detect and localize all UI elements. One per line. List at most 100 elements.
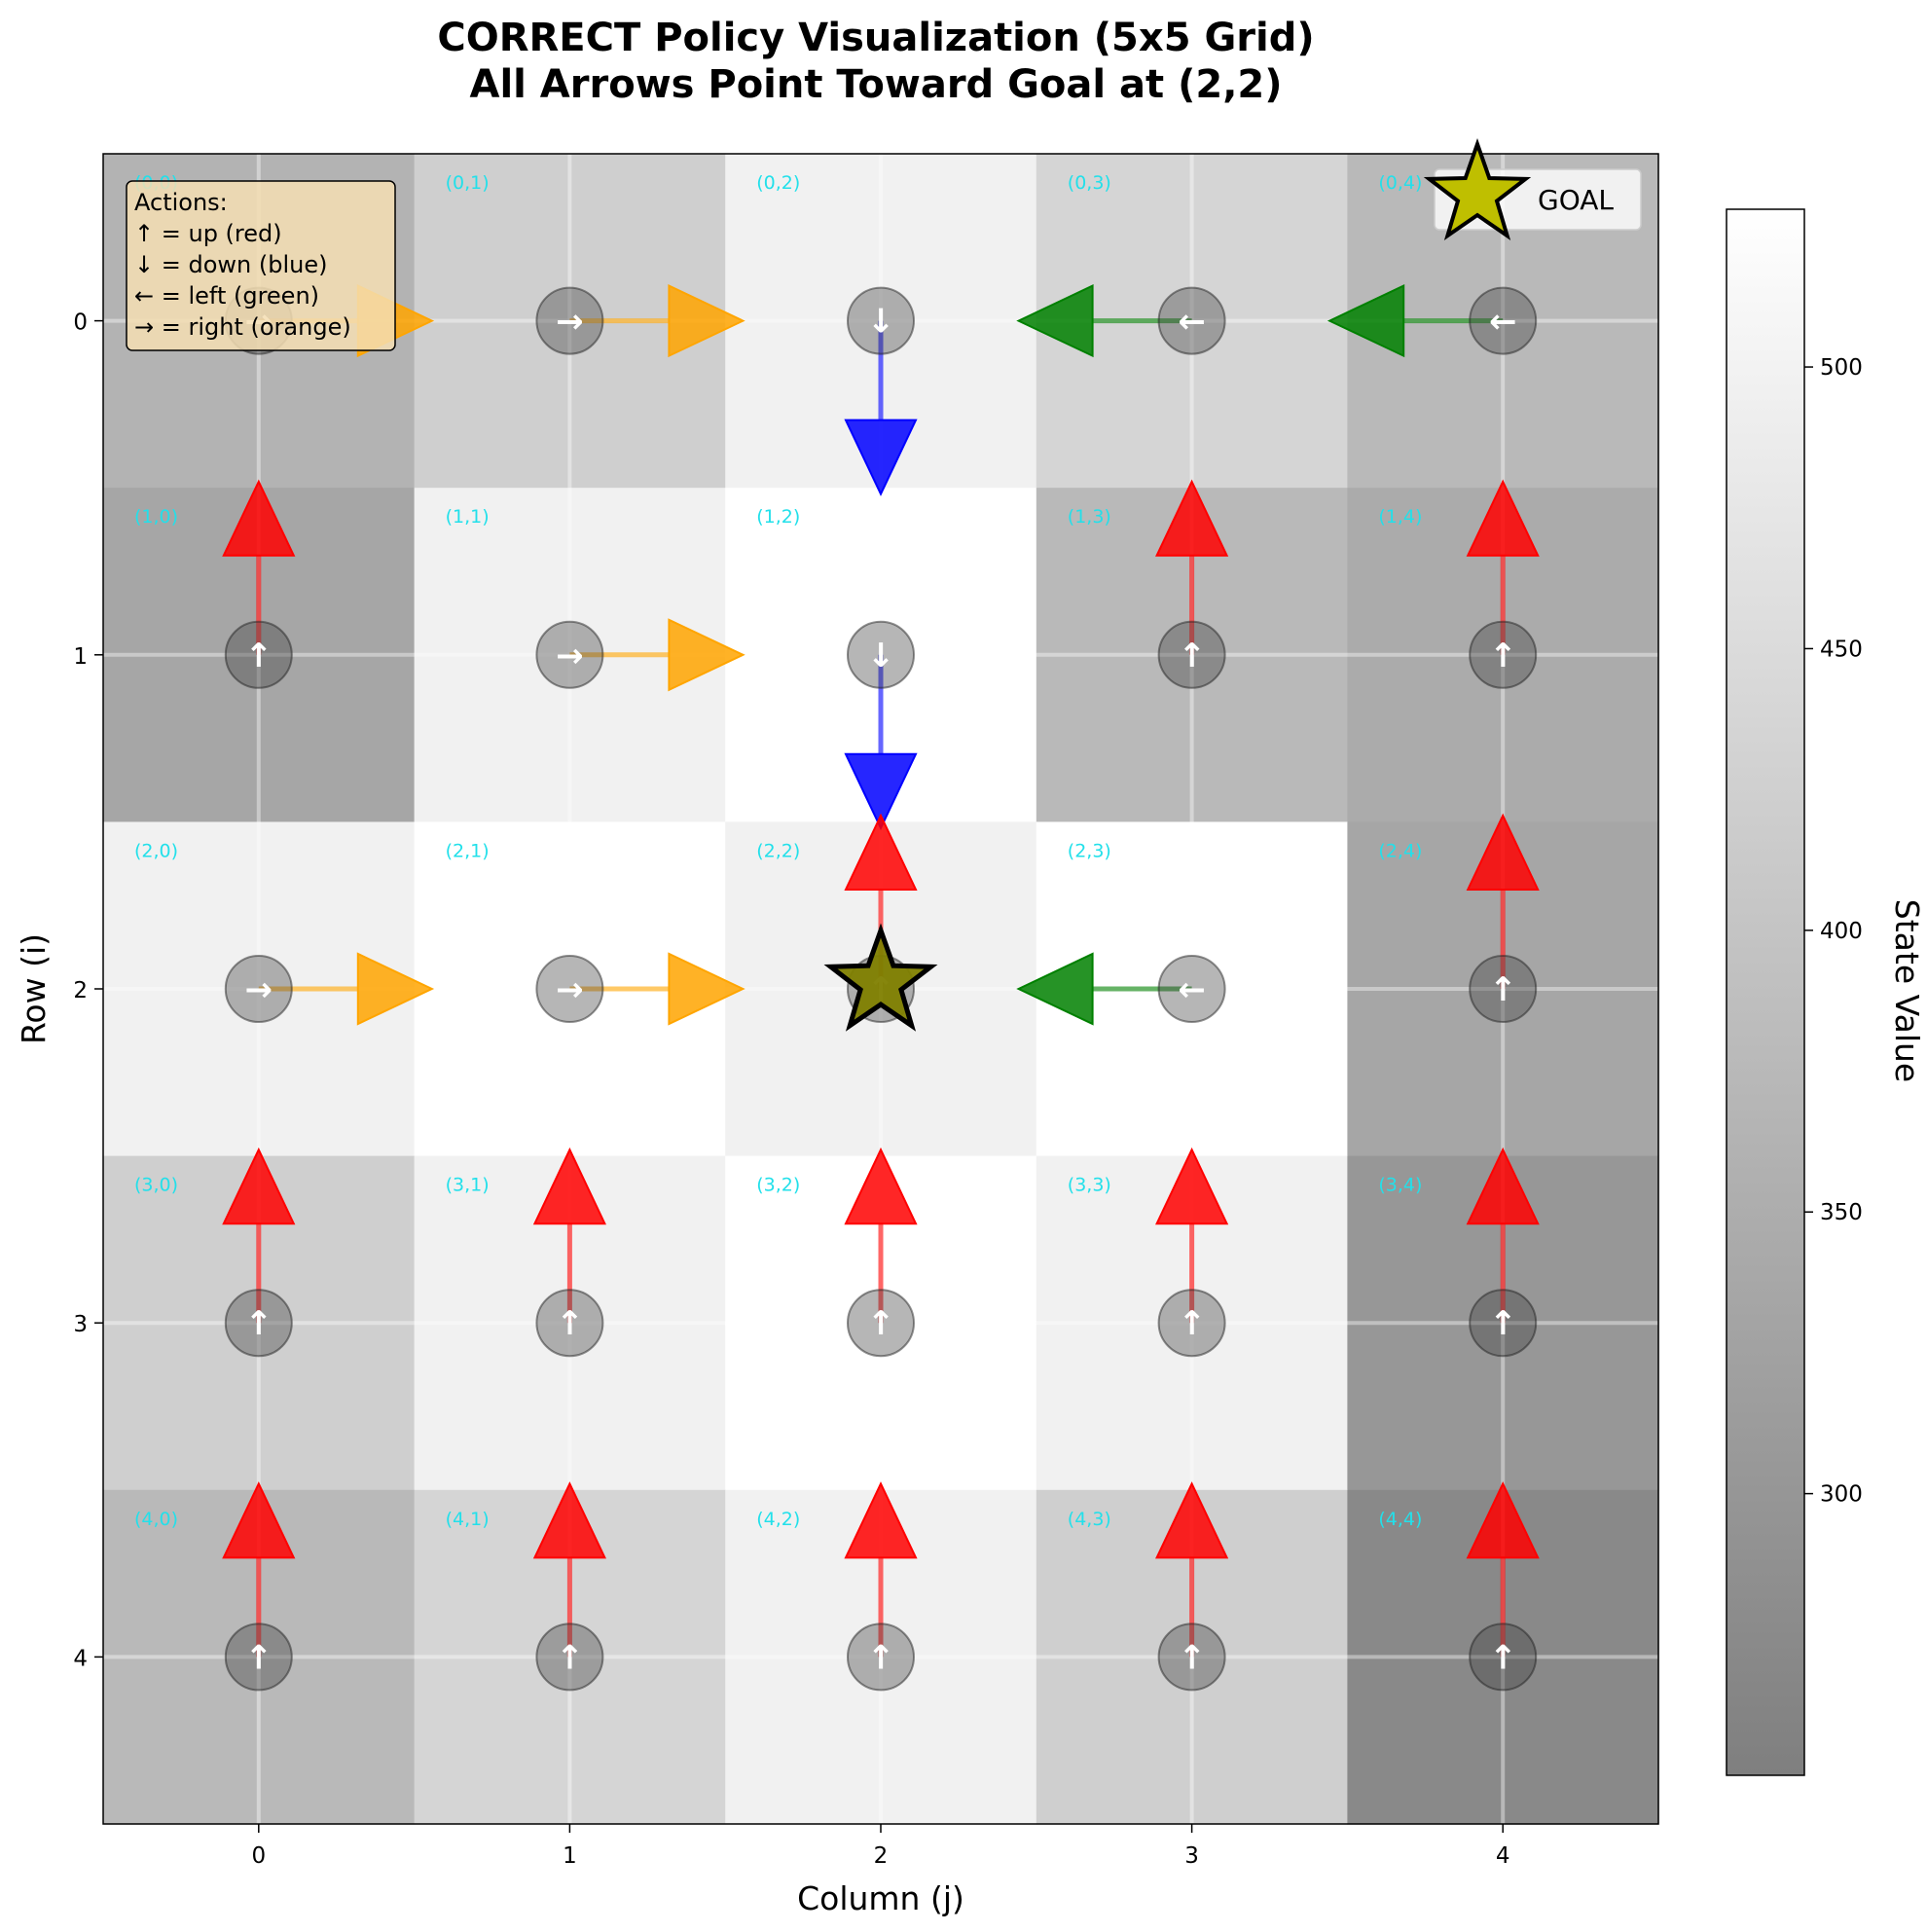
cell-label-3-2: (3,2) bbox=[756, 1175, 800, 1196]
policy-marker-0-1: → bbox=[535, 286, 604, 355]
policy-glyph-up: ↑ bbox=[556, 1638, 584, 1677]
policy-glyph-up: ↑ bbox=[1489, 637, 1517, 675]
policy-arrow-head bbox=[668, 952, 745, 1026]
policy-marker-circle bbox=[1157, 620, 1226, 689]
policy-glyph-up: ↑ bbox=[1489, 1638, 1517, 1677]
actions-legend: Actions: ↑ = up (red) ↓ = down (blue) ← … bbox=[126, 180, 396, 351]
policy-arrow-4-1 bbox=[532, 1481, 606, 1658]
policy-glyph-up: ↑ bbox=[556, 1304, 584, 1343]
policy-marker-0-2: ↓ bbox=[847, 286, 915, 355]
policy-arrow-head bbox=[532, 1147, 606, 1225]
policy-arrow-1-2 bbox=[844, 654, 918, 831]
policy-glyph-up: ↑ bbox=[1178, 637, 1206, 675]
policy-arrow-3-2 bbox=[844, 1147, 918, 1324]
policy-arrow-1-4 bbox=[1466, 479, 1540, 655]
policy-arrow-4-0 bbox=[222, 1481, 296, 1658]
colorbar: 300 350 400 450 500 State Value bbox=[1726, 208, 1926, 1776]
y-axis-label: Row (i) bbox=[15, 933, 53, 1044]
policy-marker-1-3: ↑ bbox=[1157, 620, 1226, 689]
policy-arrow-head bbox=[844, 1481, 918, 1559]
policy-arrows bbox=[222, 284, 1540, 1658]
cell-label-2-2: (2,2) bbox=[756, 840, 800, 861]
colorbar-tick-label-1: 350 bbox=[1820, 1200, 1863, 1225]
policy-arrow-0-2 bbox=[844, 320, 918, 496]
policy-marker-circle bbox=[847, 286, 915, 355]
policy-arrow-head bbox=[1016, 952, 1094, 1026]
y-tick-label-1: 1 bbox=[73, 644, 88, 670]
actions-legend-item-up: ↑ = up (red) bbox=[134, 220, 282, 247]
policy-marker-3-3: ↑ bbox=[1157, 1289, 1226, 1358]
cell-label-2-3: (2,3) bbox=[1068, 840, 1111, 861]
policy-marker-2-4: ↑ bbox=[1469, 955, 1538, 1023]
policy-arrow-2-4 bbox=[1466, 813, 1540, 989]
x-axis-ticks: 0 1 2 3 4 bbox=[251, 1824, 1510, 1869]
policy-arrow-2-1 bbox=[569, 952, 745, 1026]
cell-label-1-4: (1,4) bbox=[1378, 506, 1422, 528]
policy-arrow-head bbox=[1016, 284, 1094, 358]
policy-marker-3-0: ↑ bbox=[224, 1289, 293, 1358]
policy-marker-circle bbox=[1157, 286, 1226, 355]
y-tick-label-4: 4 bbox=[73, 1646, 88, 1671]
y-tick-label-0: 0 bbox=[73, 310, 88, 336]
policy-arrow-head bbox=[1155, 1481, 1229, 1559]
actions-legend-item-left: ← = left (green) bbox=[134, 282, 319, 310]
policy-glyph-up: ↑ bbox=[245, 637, 273, 675]
policy-glyph-left: ← bbox=[1489, 303, 1517, 342]
x-tick-label-2: 2 bbox=[874, 1843, 889, 1869]
policy-arrow-4-2 bbox=[844, 1481, 918, 1658]
cell-label-0-4: (0,4) bbox=[1378, 172, 1422, 194]
policy-marker-circle bbox=[1469, 620, 1538, 689]
goal-marker bbox=[823, 923, 938, 1032]
y-axis-ticks: 0 1 2 3 4 bbox=[73, 310, 103, 1671]
cell-label-0-2: (0,2) bbox=[756, 172, 800, 194]
policy-marker-circle bbox=[1469, 1622, 1538, 1692]
policy-marker-1-1: → bbox=[535, 620, 604, 689]
policy-marker-2-1: → bbox=[535, 955, 604, 1023]
policy-glyph-left: ← bbox=[1178, 970, 1206, 1009]
policy-marker-circle bbox=[535, 1622, 604, 1692]
policy-marker-1-4: ↑ bbox=[1469, 620, 1538, 689]
policy-marker-circle bbox=[847, 1289, 915, 1358]
policy-arrow-head bbox=[844, 1147, 918, 1225]
colorbar-label: State Value bbox=[1888, 899, 1926, 1082]
policy-marker-circle bbox=[224, 1622, 293, 1692]
y-tick-label-3: 3 bbox=[73, 1312, 88, 1337]
cell-label-4-1: (4,1) bbox=[446, 1509, 490, 1530]
policy-marker-1-0: ↑ bbox=[224, 620, 293, 689]
policy-marker-4-4: ↑ bbox=[1469, 1622, 1538, 1692]
policy-marker-2-3: ← bbox=[1157, 955, 1226, 1023]
cell-label-1-0: (1,0) bbox=[134, 506, 178, 528]
policy-marker-circle bbox=[224, 955, 293, 1023]
policy-glyph-right: → bbox=[556, 970, 584, 1009]
goal-legend-label: GOAL bbox=[1538, 184, 1614, 216]
policy-arrow-head bbox=[1155, 1147, 1229, 1225]
cell-label-3-3: (3,3) bbox=[1068, 1175, 1111, 1196]
cell-label-4-2: (4,2) bbox=[756, 1509, 800, 1530]
policy-glyph-left: ← bbox=[1178, 303, 1206, 342]
cell-label-3-4: (3,4) bbox=[1378, 1175, 1422, 1196]
cell-label-0-3: (0,3) bbox=[1068, 172, 1111, 194]
policy-marker-3-1: ↑ bbox=[535, 1289, 604, 1358]
policy-marker-4-2: ↑ bbox=[847, 1622, 915, 1692]
policy-marker-circle bbox=[535, 1289, 604, 1358]
policy-glyph-up: ↑ bbox=[245, 1638, 273, 1677]
policy-marker-0-4: ← bbox=[1469, 286, 1538, 355]
cell-label-3-0: (3,0) bbox=[134, 1175, 178, 1196]
cell-label-1-2: (1,2) bbox=[756, 506, 800, 528]
policy-marker-circle bbox=[224, 1289, 293, 1358]
policy-glyph-up: ↑ bbox=[245, 1304, 273, 1343]
policy-marker-circle bbox=[1157, 1289, 1226, 1358]
policy-marker-circle bbox=[1469, 1289, 1538, 1358]
colorbar-gradient bbox=[1726, 208, 1805, 1776]
policy-marker-0-3: ← bbox=[1157, 286, 1226, 355]
colorbar-tick-label-3: 450 bbox=[1820, 637, 1863, 662]
policy-arrow-1-1 bbox=[569, 618, 745, 692]
policy-arrow-head bbox=[1155, 479, 1229, 557]
policy-marker-circle bbox=[1157, 955, 1226, 1023]
policy-arrow-0-4 bbox=[1327, 284, 1504, 358]
policy-arrow-head bbox=[1327, 284, 1405, 358]
policy-arrow-0-3 bbox=[1016, 284, 1192, 358]
cell-label-0-1: (0,1) bbox=[446, 172, 490, 194]
policy-marker-circle bbox=[535, 286, 604, 355]
